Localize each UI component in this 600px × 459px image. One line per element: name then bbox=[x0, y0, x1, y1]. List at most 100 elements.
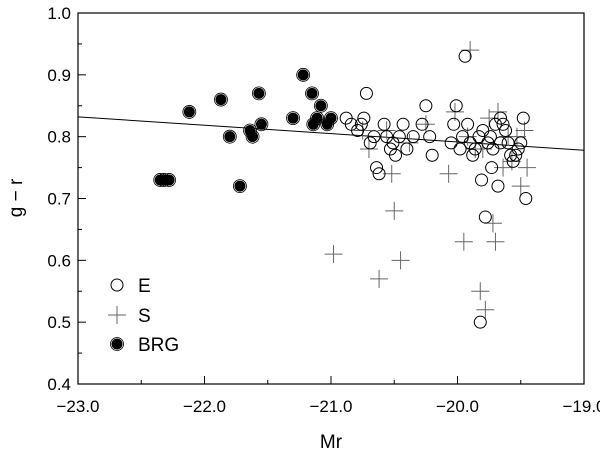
plot-frame bbox=[77, 12, 585, 385]
point-e bbox=[485, 161, 499, 175]
point-e bbox=[519, 192, 533, 205]
y-tick-label: 0.8 bbox=[47, 128, 71, 147]
point-e bbox=[478, 210, 492, 224]
point-s bbox=[382, 164, 401, 183]
point-e bbox=[444, 136, 458, 150]
point-e bbox=[506, 154, 520, 168]
point-brg bbox=[163, 174, 175, 186]
point-brg bbox=[215, 94, 227, 106]
point-e bbox=[425, 148, 439, 162]
point-e bbox=[406, 130, 420, 144]
point-e bbox=[494, 136, 508, 150]
point-e bbox=[372, 167, 386, 181]
point-s bbox=[518, 158, 537, 177]
point-e bbox=[359, 86, 373, 100]
point-e bbox=[516, 111, 530, 125]
legend-marker-s bbox=[108, 306, 126, 324]
point-e bbox=[475, 173, 489, 187]
point-brg bbox=[297, 69, 309, 81]
point-e bbox=[363, 136, 377, 150]
point-e bbox=[419, 99, 433, 113]
point-e bbox=[491, 179, 505, 193]
point-e bbox=[389, 148, 403, 162]
point-e bbox=[377, 117, 391, 131]
point-brg bbox=[247, 131, 259, 143]
point-s bbox=[391, 251, 410, 270]
point-s bbox=[486, 232, 505, 251]
legend-marker-e bbox=[110, 278, 124, 292]
point-e bbox=[453, 142, 467, 156]
legend-label-e: E bbox=[138, 276, 151, 297]
x-tick-label: −23.0 bbox=[56, 397, 99, 416]
point-e bbox=[514, 136, 528, 150]
point-e bbox=[367, 130, 381, 144]
point-e bbox=[473, 315, 487, 329]
point-brg bbox=[255, 118, 267, 130]
y-tick-label: 0.4 bbox=[47, 375, 71, 394]
point-e bbox=[396, 117, 410, 131]
point-brg bbox=[253, 87, 265, 99]
point-s bbox=[439, 164, 458, 183]
point-brg bbox=[287, 112, 299, 124]
point-e bbox=[370, 161, 384, 175]
x-tick-label: −22.0 bbox=[183, 397, 226, 416]
point-s bbox=[400, 133, 419, 152]
point-e bbox=[449, 99, 463, 113]
point-e bbox=[458, 49, 472, 63]
y-tick-label: 0.5 bbox=[47, 313, 71, 332]
point-e bbox=[447, 117, 461, 131]
legend-label-brg: BRG bbox=[138, 335, 179, 356]
point-s bbox=[471, 282, 490, 301]
axis-ticks: −23.0 −22.0 −21.0 −20.0 −19.0 0.4 0.5 0.6 0.7 0.8… bbox=[47, 4, 600, 416]
point-s bbox=[511, 177, 530, 196]
fit-line-group bbox=[77, 116, 585, 151]
data-points bbox=[153, 41, 537, 329]
point-e bbox=[354, 117, 368, 131]
point-e bbox=[483, 130, 497, 144]
point-e bbox=[357, 111, 371, 125]
point-brg bbox=[234, 180, 246, 192]
point-e bbox=[351, 123, 365, 137]
y-tick-label: 0.9 bbox=[47, 66, 71, 85]
point-e bbox=[423, 130, 437, 144]
y-tick-label: 1.0 bbox=[47, 4, 71, 23]
point-e bbox=[509, 148, 523, 162]
point-s bbox=[385, 201, 404, 220]
point-e bbox=[511, 142, 525, 156]
point-brg bbox=[306, 87, 318, 99]
point-brg bbox=[315, 100, 327, 112]
point-e bbox=[461, 117, 475, 131]
y-tick-label: 0.7 bbox=[47, 190, 71, 209]
point-brg bbox=[311, 112, 323, 124]
point-e bbox=[472, 130, 486, 144]
legend-marker-brg bbox=[111, 338, 123, 350]
point-s bbox=[324, 245, 343, 264]
point-e bbox=[499, 123, 513, 137]
point-e bbox=[501, 136, 515, 150]
point-s bbox=[488, 102, 507, 121]
point-e bbox=[415, 117, 429, 131]
x-axis-label: Mr bbox=[320, 432, 343, 453]
fit-line bbox=[77, 116, 585, 151]
point-e bbox=[466, 148, 480, 162]
x-tick-label: −19.0 bbox=[562, 397, 600, 416]
y-axis-label: g − r bbox=[6, 178, 27, 217]
point-brg bbox=[325, 112, 337, 124]
point-s bbox=[370, 269, 389, 288]
point-e bbox=[392, 130, 406, 144]
point-e bbox=[494, 111, 508, 125]
point-brg bbox=[224, 131, 236, 143]
point-s bbox=[476, 300, 495, 319]
point-brg bbox=[183, 106, 195, 118]
legend: ES BRG bbox=[108, 276, 179, 356]
point-s bbox=[416, 115, 435, 134]
x-tick-label: −21.0 bbox=[309, 397, 352, 416]
point-s bbox=[454, 232, 473, 251]
point-e bbox=[400, 142, 414, 156]
legend-label-s: S bbox=[138, 306, 151, 327]
x-tick-label: −20.0 bbox=[436, 397, 479, 416]
y-tick-label: 0.6 bbox=[47, 251, 71, 270]
point-e bbox=[468, 142, 482, 156]
point-e bbox=[496, 117, 510, 131]
